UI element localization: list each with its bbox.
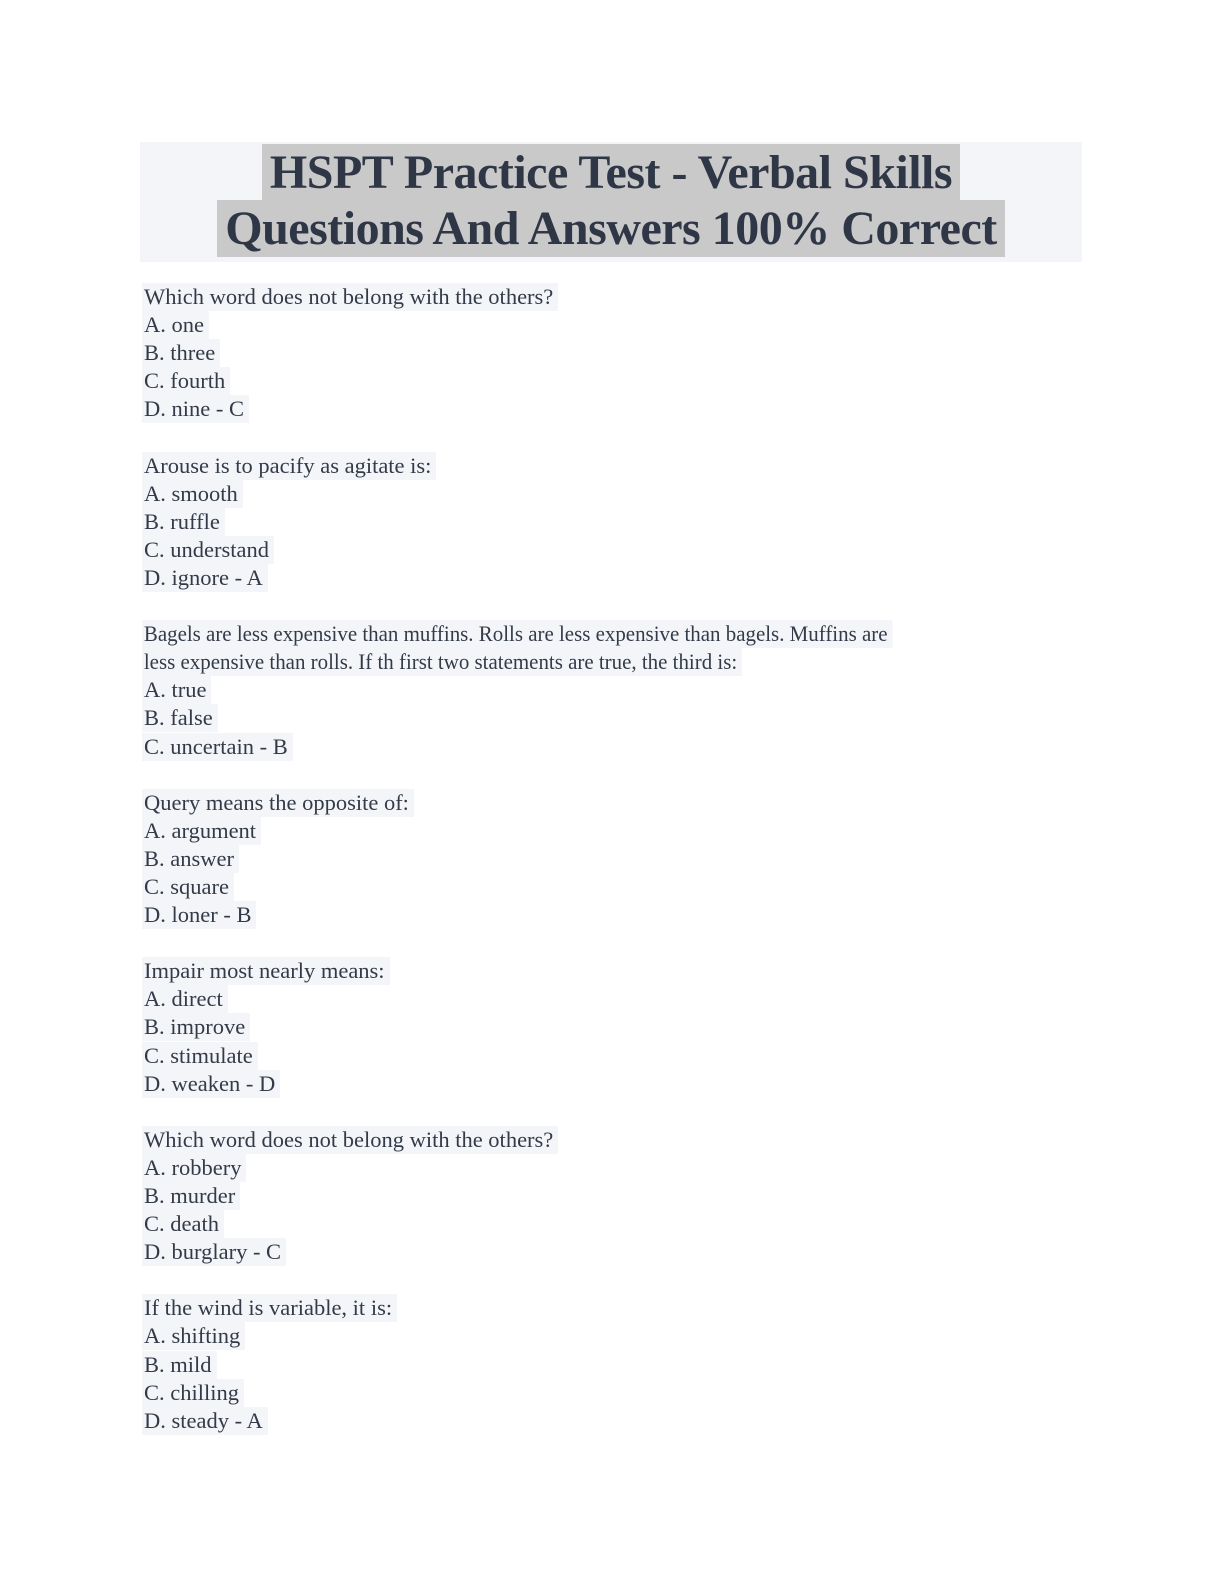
- option-b: B. murder: [142, 1182, 1092, 1210]
- option-d-with-answer: D. burglary - C: [142, 1238, 1092, 1267]
- question-text: less expensive than rolls. If th first t…: [142, 648, 1092, 677]
- option-c: C. stimulate: [142, 1041, 1092, 1070]
- question-block: Which word does not belong with the othe…: [142, 283, 1092, 424]
- title-banner: HSPT Practice Test - Verbal Skills Questi…: [140, 142, 1082, 262]
- option-d-with-answer: D. nine - C: [142, 395, 1092, 424]
- option-b: B. improve: [142, 1013, 1092, 1042]
- option-c-with-answer: C. uncertain - B: [142, 732, 1092, 761]
- option-b: B. answer: [142, 844, 1092, 873]
- option-a: A. robbery: [142, 1153, 1092, 1182]
- page-title: HSPT Practice Test - Verbal Skills Questi…: [140, 144, 1082, 257]
- question-text: Impair most nearly means:: [142, 957, 1092, 986]
- option-a: A. shifting: [142, 1322, 1092, 1351]
- option-a: A. direct: [142, 985, 1092, 1014]
- question-text: Bagels are less expensive than muffins. …: [142, 620, 1092, 649]
- option-d-with-answer: D. loner - B: [142, 901, 1092, 930]
- question-block: Impair most nearly means: A. direct B. i…: [142, 957, 1092, 1098]
- question-block: If the wind is variable, it is: A. shift…: [142, 1294, 1092, 1435]
- option-a: A. true: [142, 676, 1092, 705]
- option-b: B. mild: [142, 1350, 1092, 1379]
- question-block: Bagels are less expensive than muffins. …: [142, 620, 1092, 761]
- option-b: B. ruffle: [142, 507, 1092, 536]
- option-b: B. false: [142, 704, 1092, 733]
- option-a: A. argument: [142, 816, 1092, 845]
- option-c: C. fourth: [142, 367, 1092, 396]
- question-block: Which word does not belong with the othe…: [142, 1125, 1092, 1267]
- question-text: If the wind is variable, it is:: [142, 1294, 1092, 1323]
- title-line-1: HSPT Practice Test - Verbal Skills: [261, 144, 961, 201]
- question-block: Query means the opposite of: A. argument…: [142, 788, 1092, 930]
- option-c: C. chilling: [142, 1378, 1092, 1407]
- questions-list: Which word does not belong with the othe…: [142, 283, 1092, 1463]
- option-c: C. understand: [142, 535, 1092, 564]
- option-d-with-answer: D. weaken - D: [142, 1069, 1092, 1098]
- option-c: C. square: [142, 872, 1092, 901]
- option-a: A. smooth: [142, 479, 1092, 508]
- option-a: A. one: [142, 311, 1092, 340]
- option-c: C. death: [142, 1210, 1092, 1239]
- option-b: B. three: [142, 339, 1092, 368]
- option-d-with-answer: D. ignore - A: [142, 563, 1092, 592]
- question-text: Query means the opposite of:: [142, 788, 1092, 817]
- question-text: Which word does not belong with the othe…: [142, 1125, 1092, 1154]
- question-text: Arouse is to pacify as agitate is:: [142, 451, 1092, 480]
- question-block: Arouse is to pacify as agitate is: A. sm…: [142, 451, 1092, 592]
- title-line-2: Questions And Answers 100% Correct: [217, 200, 1005, 257]
- question-text: Which word does not belong with the othe…: [142, 283, 1092, 311]
- option-d-with-answer: D. steady - A: [142, 1406, 1092, 1435]
